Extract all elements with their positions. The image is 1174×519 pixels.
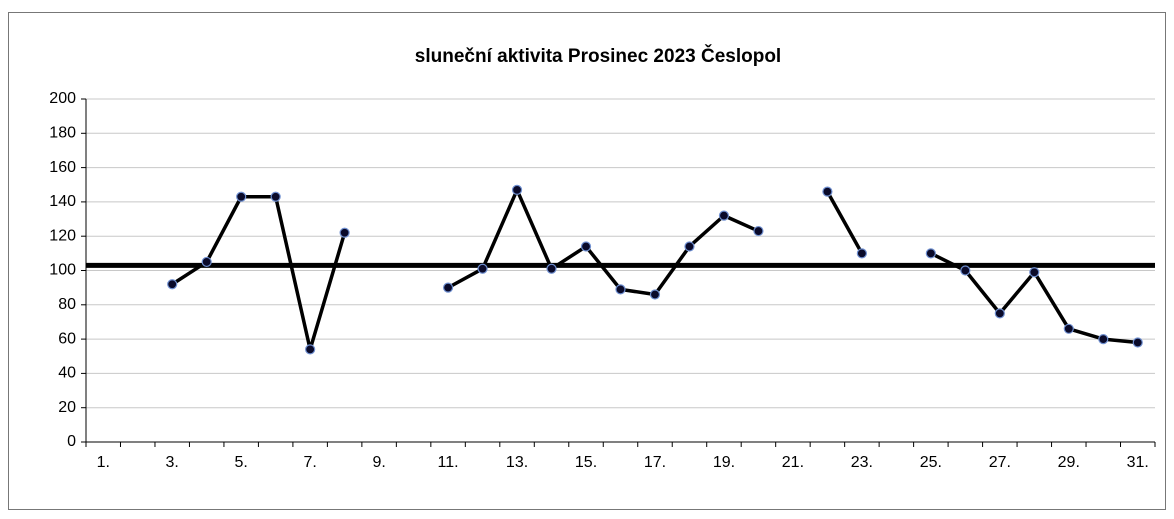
x-tick-label: 9. <box>372 454 385 471</box>
x-tick-label: 23. <box>851 454 873 471</box>
x-tick-label: 29. <box>1058 454 1080 471</box>
data-point <box>753 225 764 237</box>
x-tick-label: 13. <box>506 454 528 471</box>
y-tick-label: 60 <box>58 330 76 347</box>
x-tick-label: 31. <box>1127 454 1149 471</box>
y-tick-label: 0 <box>67 433 76 450</box>
data-point <box>1063 323 1074 334</box>
y-tick-label: 40 <box>58 365 76 382</box>
data-point <box>960 265 971 276</box>
data-point <box>615 284 626 295</box>
y-tick-label: 120 <box>49 227 76 244</box>
data-point <box>270 191 281 202</box>
data-point <box>546 263 557 274</box>
data-point <box>1132 337 1143 348</box>
y-tick-label: 200 <box>49 90 76 107</box>
data-point <box>236 191 247 202</box>
y-tick-label: 140 <box>49 193 76 210</box>
data-point <box>994 308 1005 319</box>
data-point <box>442 282 454 293</box>
data-point <box>856 248 867 259</box>
data-point <box>1098 334 1109 345</box>
data-point <box>718 210 730 221</box>
data-point <box>580 241 592 252</box>
y-tick-label: 160 <box>49 159 76 176</box>
data-point <box>822 186 833 197</box>
data-point <box>305 344 316 355</box>
x-tick-label: 5. <box>235 454 248 471</box>
chart-frame <box>8 12 1166 510</box>
x-tick-label: 21. <box>782 454 804 471</box>
data-point <box>477 263 488 274</box>
y-tick-label: 180 <box>49 125 76 142</box>
x-tick-label: 15. <box>575 454 597 471</box>
data-point <box>339 227 350 238</box>
data-point <box>649 289 661 300</box>
data-point <box>201 256 212 268</box>
y-tick-label: 100 <box>49 262 76 279</box>
x-tick-label: 17. <box>644 454 666 471</box>
x-tick-label: 25. <box>920 454 942 471</box>
data-point <box>511 184 523 195</box>
x-tick-label: 11. <box>438 454 459 471</box>
x-tick-label: 3. <box>166 454 179 471</box>
x-tick-label: 1. <box>97 454 110 471</box>
data-point <box>925 248 936 259</box>
x-tick-label: 27. <box>989 454 1011 471</box>
data-point <box>684 241 695 252</box>
y-tick-label: 80 <box>58 296 76 313</box>
x-tick-label: 7. <box>303 454 316 471</box>
data-point <box>1029 267 1040 278</box>
y-tick-label: 20 <box>58 399 76 416</box>
chart-title: sluneční aktivita Prosinec 2023 Česlopol <box>415 45 781 67</box>
data-line <box>171 188 1138 352</box>
data-point <box>167 279 178 290</box>
x-tick-label: 19. <box>713 454 735 471</box>
